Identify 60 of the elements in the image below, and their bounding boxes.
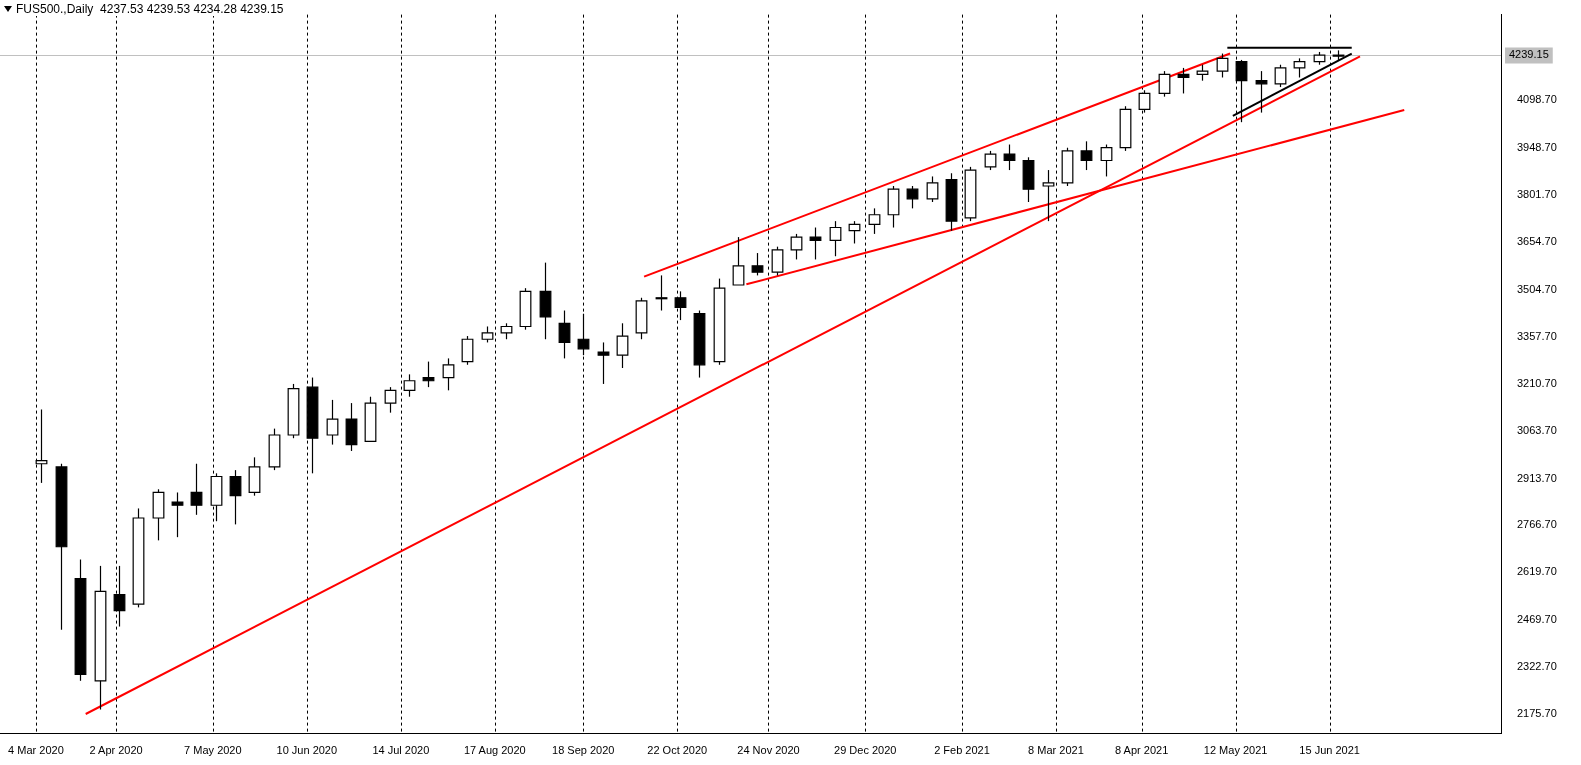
y-tick-label: 3504.70 [1517,282,1557,295]
y-tick-label: 3948.70 [1517,141,1557,154]
x-tick-label: 24 Nov 2020 [737,744,800,757]
chart-title: FUS500.,Daily 4237.53 4239.53 4234.28 4239.15 [16,2,284,16]
candlestick [926,175,939,203]
candlestick [984,150,997,171]
y-tick-label: 2619.70 [1517,565,1557,578]
candlestick [597,341,610,385]
y-tick-label: 3210.70 [1517,376,1557,389]
candlestick [829,220,842,257]
candlestick [1274,64,1287,88]
x-tick-label: 15 Jun 2021 [1299,744,1360,757]
y-tick-label: 2913.70 [1517,471,1557,484]
candlestick [771,246,784,276]
candlestick [461,335,474,366]
y-tick-label: 2766.70 [1517,518,1557,531]
x-tick-label: 8 Apr 2021 [1115,744,1169,757]
y-tick-label: 3063.70 [1517,423,1557,436]
candlestick [558,309,571,359]
candlestick [1158,70,1171,98]
y-tick-label: 2175.70 [1517,707,1557,720]
x-tick-label: 2 Feb 2021 [934,744,990,757]
x-tick-label: 29 Dec 2020 [834,744,897,757]
x-tick-label: 7 May 2020 [184,744,242,757]
x-tick-label: 10 Jun 2020 [276,744,338,757]
y-tick-label: 3654.70 [1517,235,1557,248]
y-tick-label: 3357.70 [1517,329,1557,342]
x-tick-label: 4 Mar 2020 [8,744,64,757]
candlestick [1080,140,1093,171]
candlestick [1100,143,1113,178]
x-tick-label: 17 Aug 2020 [463,744,526,757]
x-tick-label: 22 Oct 2020 [647,744,708,757]
x-tick-label: 12 May 2021 [1203,744,1268,757]
x-tick-label: 18 Sep 2020 [552,744,615,757]
candlestick [868,207,881,235]
candlestick [326,399,339,446]
candlestick [732,236,745,286]
candlestick [1042,169,1055,222]
candlestick [190,463,203,516]
candlestick [790,233,803,261]
y-tick-label: 2469.70 [1517,613,1557,626]
candlestick [384,386,397,414]
candlestick [1216,52,1229,79]
candlestick [616,322,629,369]
candlestick [751,252,764,276]
x-tick-label: 2 Apr 2020 [89,744,143,757]
candlestick [809,226,822,261]
x-tick-label: 8 Mar 2021 [1028,744,1084,757]
candlestick [403,373,416,398]
candlestick [1293,57,1306,79]
candlestick [1003,143,1016,171]
candlestick [442,357,455,391]
y-tick-label: 3801.70 [1517,188,1557,201]
x-tick-label: 14 Jul 2020 [372,744,430,757]
y-tick-label: 2322.70 [1517,660,1557,673]
candlestick [1255,70,1268,114]
candlestick [171,491,184,538]
y-tick-label: 4098.70 [1517,93,1557,106]
ref-line-label: 4239.15 [1509,48,1549,61]
candlestick [229,469,242,525]
